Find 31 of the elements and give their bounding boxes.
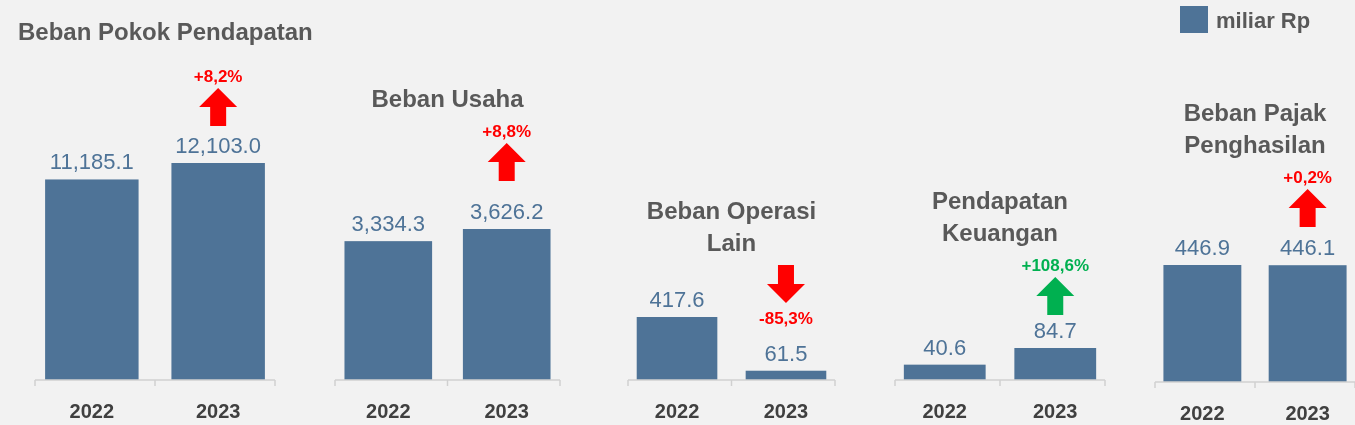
legend-label: miliar Rp <box>1216 8 1311 33</box>
data-label: 40.6 <box>923 334 967 360</box>
text: +8,8% <box>482 122 532 141</box>
text: +8,2% <box>193 67 243 86</box>
x-tick-label: 2022 <box>654 400 700 422</box>
x-tick-label: 2022 <box>69 400 115 422</box>
x-tick-label: 2023 <box>484 400 529 422</box>
x-tick-label: 2023 <box>195 400 241 422</box>
x-tick-label: 2023 <box>1285 402 1330 424</box>
data-label: 446.1 <box>1280 235 1336 261</box>
data-label: 11,185.1 <box>49 149 134 175</box>
data-label: 3,626.2 <box>470 199 544 224</box>
x-tick-label: 2022 <box>1180 402 1225 424</box>
data-label: 3,334.3 <box>351 211 425 237</box>
x-tick-label: 2022 <box>366 400 411 422</box>
chart-title: Beban Pajak Penghasilan <box>1183 99 1328 158</box>
x-tick-label: 2022 <box>922 400 967 422</box>
x-tick-label: 2023 <box>763 400 809 422</box>
chart-title: Beban Usaha <box>371 85 525 112</box>
x-tick-label: 2023 <box>1033 400 1078 422</box>
data-label: 84.7 <box>1033 318 1077 343</box>
text: +0,2% <box>1283 168 1332 187</box>
chart-title: Beban Pokok Pendapatan <box>18 18 313 45</box>
data-label: 446.9 <box>1174 235 1230 260</box>
annotation: -85,3% <box>759 309 813 328</box>
data-label: 61.5 <box>764 340 808 366</box>
data-label: 12,103.0 <box>175 133 261 158</box>
chart-title: Beban Operasi Lain <box>646 197 817 256</box>
text: +108,6% <box>1021 256 1090 275</box>
data-label: 417.6 <box>649 287 705 312</box>
chart-title: Pendapatan Keuangan <box>931 187 1069 246</box>
